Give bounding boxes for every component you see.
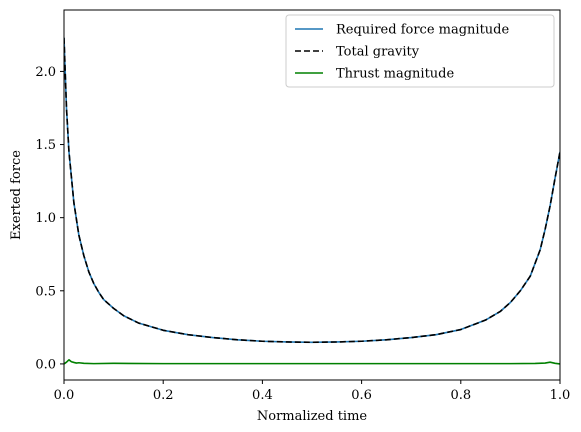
y-axis-label: Exerted force <box>9 150 24 240</box>
legend-label: Required force magnitude <box>336 23 510 38</box>
legend-label: Thrust magnitude <box>336 67 455 82</box>
series-layer <box>64 37 560 365</box>
y-tick-label: 1.5 <box>35 138 56 153</box>
legend: Required force magnitude Total gravity Thr… <box>285 14 555 88</box>
x-tick-label: 0.0 <box>54 388 75 403</box>
x-axis-label: Normalized time <box>257 409 368 424</box>
legend-box <box>285 14 555 88</box>
plot-frame <box>63 9 561 381</box>
legend-label: Total gravity <box>336 45 420 60</box>
x-tick-label: 0.2 <box>153 388 174 403</box>
x-tick-label: 0.4 <box>252 388 273 403</box>
series-line-thrust-magnitude <box>64 359 560 365</box>
y-tick-label: 0.0 <box>35 357 56 372</box>
x-tick-label: 0.8 <box>450 388 471 403</box>
y-tick-label: 1.0 <box>35 211 56 226</box>
y-tick-label: 2.0 <box>35 65 56 80</box>
series-line-required-force-magnitude <box>64 37 560 344</box>
y-tick-label: 0.5 <box>35 284 56 299</box>
x-tick-label: 0.6 <box>351 388 372 403</box>
x-axis-ticks: 0.0 0.2 0.4 0.6 0.8 1.0 <box>54 380 571 403</box>
y-axis-ticks: 0.0 0.5 1.0 1.5 2.0 <box>35 65 64 372</box>
x-tick-label: 1.0 <box>550 388 571 403</box>
